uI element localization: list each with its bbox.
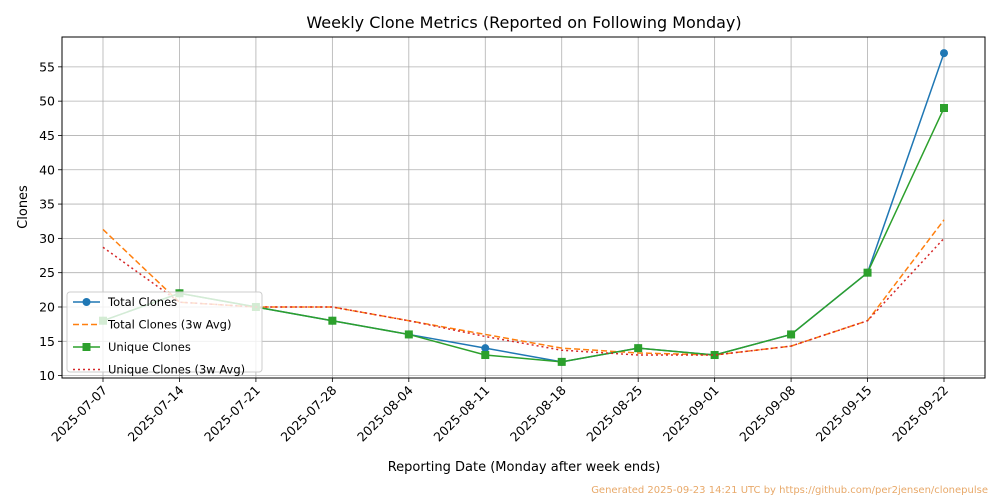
data-point [328, 316, 337, 325]
y-tick-label: 55 [39, 59, 55, 74]
legend-label: Unique Clones [108, 340, 191, 354]
x-axis-ticks: 2025-07-07 2025-07-14 2025-07-21 2025-07-28… [48, 378, 951, 444]
y-tick-label: 35 [39, 197, 55, 212]
y-tick-label: 15 [39, 334, 55, 349]
data-point [481, 351, 490, 360]
footer-credit: Generated 2025-09-23 14:21 UTC by https:… [591, 485, 988, 496]
y-tick-label: 45 [39, 128, 55, 143]
data-point [863, 268, 872, 277]
plot-frame [61, 36, 986, 379]
x-tick-label: 2025-09-01 [660, 383, 722, 445]
series-line [102, 219, 945, 356]
legend-marker [82, 343, 91, 351]
x-tick-label: 2025-08-18 [507, 382, 569, 444]
y-tick-label: 10 [39, 368, 55, 383]
x-tick-label: 2025-07-14 [125, 382, 187, 444]
data-point [404, 330, 413, 339]
y-tick-label: 25 [39, 265, 55, 280]
chart-title: Weekly Clone Metrics (Reported on Follow… [306, 13, 741, 32]
y-tick-label: 40 [39, 162, 55, 177]
legend: Total Clones Total Clones (3w Avg) Unique … [66, 291, 263, 377]
data-point [710, 351, 719, 360]
x-tick-label: 2025-08-11 [430, 383, 492, 445]
y-tick-label: 30 [39, 231, 55, 246]
legend-item: Total Clones (3w Avg) [73, 318, 231, 332]
series-unique-clones-3w-avg [102, 237, 945, 356]
legend-label: Total Clones (3w Avg) [107, 318, 231, 332]
y-axis-ticks: 10 15 20 25 30 35 40 45 50 55 [39, 59, 62, 383]
legend-item: Unique Clones (3w Avg) [73, 363, 245, 377]
data-point [940, 49, 948, 58]
y-tick-label: 20 [39, 299, 55, 314]
x-tick-label: 2025-07-07 [48, 383, 110, 445]
legend-marker [82, 298, 91, 306]
legend-item: Unique Clones [73, 340, 191, 354]
x-tick-label: 2025-09-22 [889, 383, 951, 445]
data-point [787, 330, 796, 339]
x-tick-label: 2025-07-21 [201, 383, 263, 445]
x-tick-label: 2025-08-25 [583, 383, 645, 445]
data-point [557, 357, 566, 366]
data-point [940, 104, 948, 113]
legend-box [66, 291, 263, 373]
legend-item: Total Clones [73, 295, 177, 309]
x-tick-label: 2025-07-28 [278, 382, 340, 444]
x-tick-label: 2025-08-04 [354, 382, 416, 444]
y-axis-label: Clones [16, 185, 31, 229]
data-point [634, 344, 643, 353]
x-tick-label: 2025-09-08 [736, 382, 798, 444]
y-tick-label: 50 [39, 94, 55, 109]
x-tick-label: 2025-09-15 [813, 383, 875, 445]
series-line [102, 237, 945, 356]
data-point [481, 344, 490, 353]
legend-label: Total Clones [107, 295, 177, 309]
legend-label: Unique Clones (3w Avg) [108, 363, 245, 377]
x-axis-label: Reporting Date (Monday after week ends) [388, 460, 661, 475]
series-total-clones-3w-avg [102, 219, 945, 356]
